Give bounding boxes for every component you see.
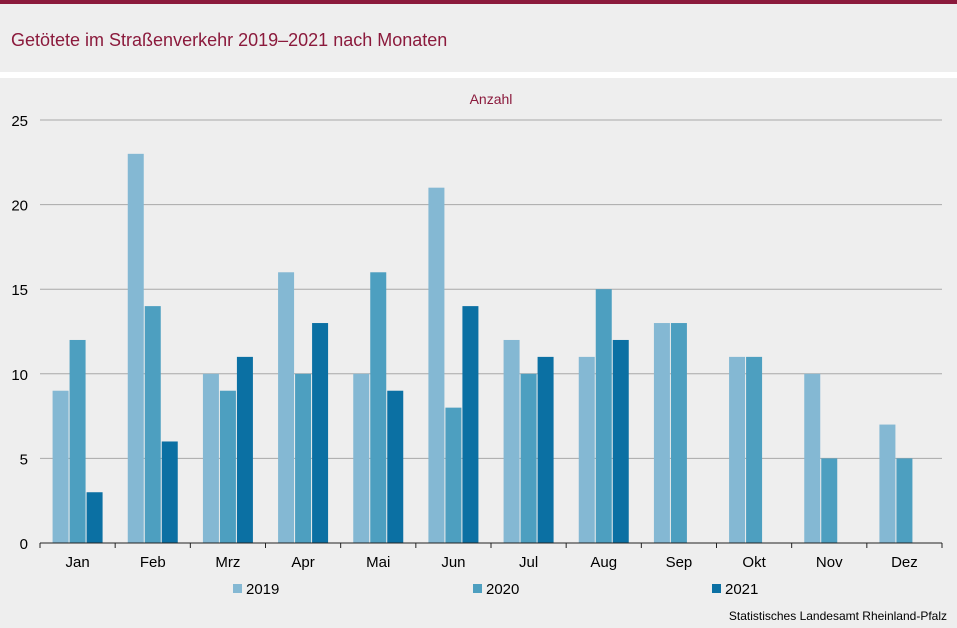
y-tick-label: 15	[11, 282, 28, 299]
x-tick-label: Jul	[519, 554, 538, 571]
bar-2020	[145, 306, 161, 543]
bar-2021	[237, 357, 253, 543]
bar-2020	[596, 289, 612, 543]
legend-swatch-2019	[233, 584, 242, 593]
bar-2021	[387, 391, 403, 543]
bar-2019	[804, 374, 820, 543]
bar-2020	[370, 272, 386, 543]
legend-swatch-2021	[712, 584, 721, 593]
x-tick-label: Aug	[590, 554, 617, 571]
bar-2020	[521, 374, 537, 543]
bar-2019	[428, 188, 444, 543]
y-tick-label: 5	[20, 451, 28, 468]
x-tick-label: Feb	[140, 554, 166, 571]
bar-2020	[295, 374, 311, 543]
y-tick-label: 0	[20, 536, 28, 553]
x-tick-label: Okt	[742, 554, 766, 571]
bar-2020	[671, 323, 687, 543]
x-tick-label: Dez	[891, 554, 918, 571]
legend-label-2020: 2020	[486, 581, 519, 598]
bar-2021	[462, 306, 478, 543]
bar-2020	[821, 458, 837, 543]
bar-2021	[312, 323, 328, 543]
bar-2019	[128, 154, 144, 543]
bar-2020	[896, 458, 912, 543]
y-tick-label: 25	[11, 113, 28, 130]
y-tick-label: 20	[11, 198, 28, 215]
bar-2021	[87, 492, 103, 543]
bar-2019	[579, 357, 595, 543]
y-tick-label: 10	[11, 367, 28, 384]
x-tick-label: Apr	[291, 554, 314, 571]
source-note: Statistisches Landesamt Rheinland-Pfalz	[729, 609, 947, 623]
bar-2019	[654, 323, 670, 543]
x-tick-label: Mai	[366, 554, 390, 571]
x-tick-label: Mrz	[215, 554, 240, 571]
legend-label-2019: 2019	[246, 581, 279, 598]
bar-2020	[220, 391, 236, 543]
bar-2020	[746, 357, 762, 543]
bar-2020	[70, 340, 86, 543]
bar-2019	[504, 340, 520, 543]
legend-label-2021: 2021	[725, 581, 758, 598]
x-tick-label: Jan	[65, 554, 89, 571]
bar-2019	[729, 357, 745, 543]
bar-2019	[278, 272, 294, 543]
bar-2019	[879, 425, 895, 543]
x-tick-label: Jun	[441, 554, 465, 571]
x-tick-label: Sep	[666, 554, 693, 571]
bar-2021	[162, 441, 178, 543]
bar-2019	[53, 391, 69, 543]
bar-2021	[538, 357, 554, 543]
bar-2019	[353, 374, 369, 543]
bar-2021	[613, 340, 629, 543]
bar-2020	[445, 408, 461, 543]
x-tick-label: Nov	[816, 554, 843, 571]
legend-swatch-2020	[473, 584, 482, 593]
bar-2019	[203, 374, 219, 543]
y-axis-label: Anzahl	[470, 91, 513, 107]
